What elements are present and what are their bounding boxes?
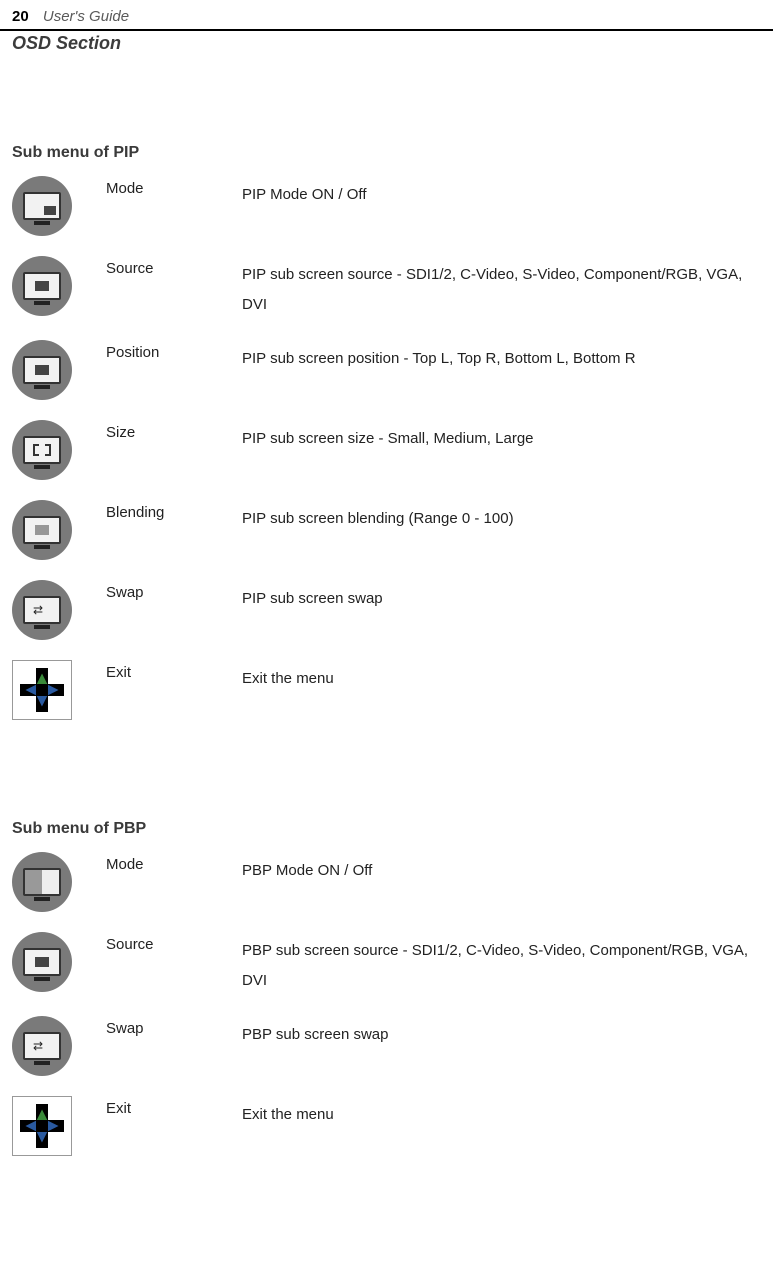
subheading-pip: Sub menu of PIP [0, 144, 773, 162]
pip-mode-icon [12, 176, 72, 236]
item-label: Source [82, 256, 242, 277]
table-row: Source PBP sub screen source - SDI1/2, C… [12, 932, 773, 996]
icon-cell [12, 340, 82, 400]
item-desc: PIP sub screen source - SDI1/2, C-Video,… [242, 256, 773, 320]
exit-icon: ▲ ▲ ▲ ▲ [12, 1096, 72, 1156]
pbp-source-icon [12, 932, 72, 992]
icon-cell [12, 500, 82, 560]
pip-blending-icon [12, 500, 72, 560]
pip-source-icon [12, 256, 72, 316]
icon-cell [12, 852, 82, 912]
menu-table-pip: Mode PIP Mode ON / Off Source PIP sub sc… [0, 176, 773, 720]
menu-table-pbp: Mode PBP Mode ON / Off Source PBP sub sc… [0, 852, 773, 1156]
icon-cell [12, 176, 82, 236]
guide-title: User's Guide [43, 8, 129, 25]
pip-size-icon [12, 420, 72, 480]
item-label: Mode [82, 176, 242, 197]
icon-cell [12, 256, 82, 316]
item-desc: PIP sub screen position - Top L, Top R, … [242, 340, 773, 374]
item-label: Mode [82, 852, 242, 873]
icon-cell: ▲ ▲ ▲ ▲ [12, 660, 82, 720]
table-row: Mode PBP Mode ON / Off [12, 852, 773, 912]
item-desc: PBP sub screen source - SDI1/2, C-Video,… [242, 932, 773, 996]
table-row: ⇄ Swap PBP sub screen swap [12, 1016, 773, 1076]
item-label: Blending [82, 500, 242, 521]
item-desc: PIP Mode ON / Off [242, 176, 773, 210]
table-row: Blending PIP sub screen blending (Range … [12, 500, 773, 560]
page-number: 20 [12, 8, 29, 25]
item-label: Source [82, 932, 242, 953]
item-desc: Exit the menu [242, 1096, 773, 1130]
pbp-swap-icon: ⇄ [12, 1016, 72, 1076]
table-row: Position PIP sub screen position - Top L… [12, 340, 773, 400]
pip-swap-icon: ⇄ [12, 580, 72, 640]
item-desc: PIP sub screen size - Small, Medium, Lar… [242, 420, 773, 454]
item-desc: PIP sub screen swap [242, 580, 773, 614]
item-label: Exit [82, 1096, 242, 1117]
pbp-mode-icon [12, 852, 72, 912]
icon-cell: ⇄ [12, 1016, 82, 1076]
item-label: Position [82, 340, 242, 361]
item-label: Exit [82, 660, 242, 681]
table-row: Size PIP sub screen size - Small, Medium… [12, 420, 773, 480]
icon-cell: ⇄ [12, 580, 82, 640]
item-desc: Exit the menu [242, 660, 773, 694]
table-row: ▲ ▲ ▲ ▲ Exit Exit the menu [12, 660, 773, 720]
item-desc: PBP Mode ON / Off [242, 852, 773, 886]
item-label: Size [82, 420, 242, 441]
item-desc: PIP sub screen blending (Range 0 - 100) [242, 500, 773, 534]
icon-cell [12, 420, 82, 480]
item-label: Swap [82, 580, 242, 601]
icon-cell [12, 932, 82, 992]
table-row: Source PIP sub screen source - SDI1/2, C… [12, 256, 773, 320]
subheading-pbp: Sub menu of PBP [0, 820, 773, 838]
table-row: ⇄ Swap PIP sub screen swap [12, 580, 773, 640]
item-label: Swap [82, 1016, 242, 1037]
table-row: Mode PIP Mode ON / Off [12, 176, 773, 236]
item-desc: PBP sub screen swap [242, 1016, 773, 1050]
page-header: 20 User's Guide [0, 0, 773, 31]
icon-cell: ▲ ▲ ▲ ▲ [12, 1096, 82, 1156]
pip-position-icon [12, 340, 72, 400]
table-row: ▲ ▲ ▲ ▲ Exit Exit the menu [12, 1096, 773, 1156]
exit-icon: ▲ ▲ ▲ ▲ [12, 660, 72, 720]
section-title: OSD Section [0, 33, 773, 54]
